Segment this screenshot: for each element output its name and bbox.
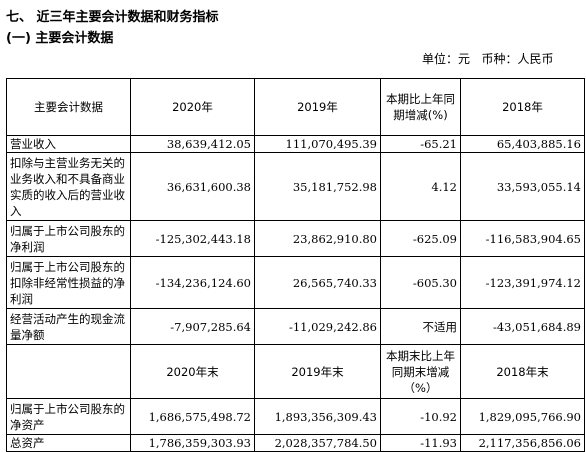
value-change: -605.30 [380, 256, 461, 309]
table-row: 归属于上市公司股东的扣除非经常性损益的净利润 -134,236,124.60 2… [6, 256, 585, 309]
header-2018-end: 2018年末 [460, 344, 585, 399]
header-label [6, 344, 131, 399]
unit-currency-line: 单位：元 币种：人民币 [422, 52, 554, 66]
value-change: 不适用 [380, 308, 461, 345]
value-2019: 35,181,752.98 [254, 152, 381, 221]
table-row: 营业收入 38,639,412.05 111,070,495.39 -65.21… [6, 135, 585, 153]
table-row: 归属于上市公司股东的净资产 1,686,575,498.72 1,893,356… [6, 398, 585, 435]
value-2020: -7,907,285.64 [130, 308, 255, 345]
header-change-end: 本期末比上年同期末增减（%） [380, 344, 461, 399]
row-label: 归属于上市公司股东的净利润 [6, 220, 131, 257]
value-2019: 2,028,357,784.50 [254, 434, 381, 452]
value-2018: 65,403,885.16 [460, 135, 585, 153]
row-label: 总资产 [6, 434, 131, 452]
table-row: 经营活动产生的现金流量净额 -7,907,285.64 -11,029,242.… [6, 308, 585, 345]
header-2019: 2019年 [254, 78, 381, 136]
value-2018: 1,829,095,766.90 [460, 398, 585, 435]
value-2018: -116,583,904.65 [460, 220, 585, 257]
value-change: -65.21 [380, 135, 461, 153]
value-2020: 38,639,412.05 [130, 135, 255, 153]
value-2018: -123,391,974.12 [460, 256, 585, 309]
value-change: -11.93 [380, 434, 461, 452]
value-change: 4.12 [380, 152, 461, 221]
value-2020: 1,786,359,303.93 [130, 434, 255, 452]
row-label: 归属于上市公司股东的扣除非经常性损益的净利润 [6, 256, 131, 309]
table-row: 总资产 1,786,359,303.93 2,028,357,784.50 -1… [6, 434, 585, 452]
table-row: 扣除与主营业务无关的业务收入和不具备商业实质的收入后的营业收入 36,631,6… [6, 152, 585, 221]
row-label: 归属于上市公司股东的净资产 [6, 398, 131, 435]
value-2019: 111,070,495.39 [254, 135, 381, 153]
value-2019: 1,893,356,309.43 [254, 398, 381, 435]
header-2020: 2020年 [130, 78, 255, 136]
row-label: 经营活动产生的现金流量净额 [6, 308, 131, 345]
table-header-row: 主要会计数据 2020年 2019年 本期比上年同期增减(%) 2018年 [6, 78, 585, 136]
header-label: 主要会计数据 [6, 78, 131, 136]
value-2020: -125,302,443.18 [130, 220, 255, 257]
main-accounting-data-table: 主要会计数据 2020年 2019年 本期比上年同期增减(%) 2018年 营业… [6, 78, 585, 452]
value-change: -625.09 [380, 220, 461, 257]
table-header-row-period-end: 2020年末 2019年末 本期末比上年同期末增减（%） 2018年末 [6, 344, 585, 399]
value-2020: 36,631,600.38 [130, 152, 255, 221]
value-2019: 26,565,740.33 [254, 256, 381, 309]
value-2020: -134,236,124.60 [130, 256, 255, 309]
value-2019: 23,862,910.80 [254, 220, 381, 257]
value-2018: 2,117,356,856.06 [460, 434, 585, 452]
subsection-title: (一) 主要会计数据 [6, 31, 114, 46]
table-row: 归属于上市公司股东的净利润 -125,302,443.18 23,862,910… [6, 220, 585, 257]
value-2020: 1,686,575,498.72 [130, 398, 255, 435]
value-2018: 33,593,055.14 [460, 152, 585, 221]
value-2018: -43,051,684.89 [460, 308, 585, 345]
row-label: 营业收入 [6, 135, 131, 153]
value-change: -10.92 [380, 398, 461, 435]
value-2019: -11,029,242.86 [254, 308, 381, 345]
header-2019-end: 2019年末 [254, 344, 381, 399]
header-2020-end: 2020年末 [130, 344, 255, 399]
row-label: 扣除与主营业务无关的业务收入和不具备商业实质的收入后的营业收入 [6, 152, 131, 221]
header-2018: 2018年 [460, 78, 585, 136]
section-title: 七、 近三年主要会计数据和财务指标 [6, 10, 219, 25]
header-change: 本期比上年同期增减(%) [380, 78, 461, 136]
